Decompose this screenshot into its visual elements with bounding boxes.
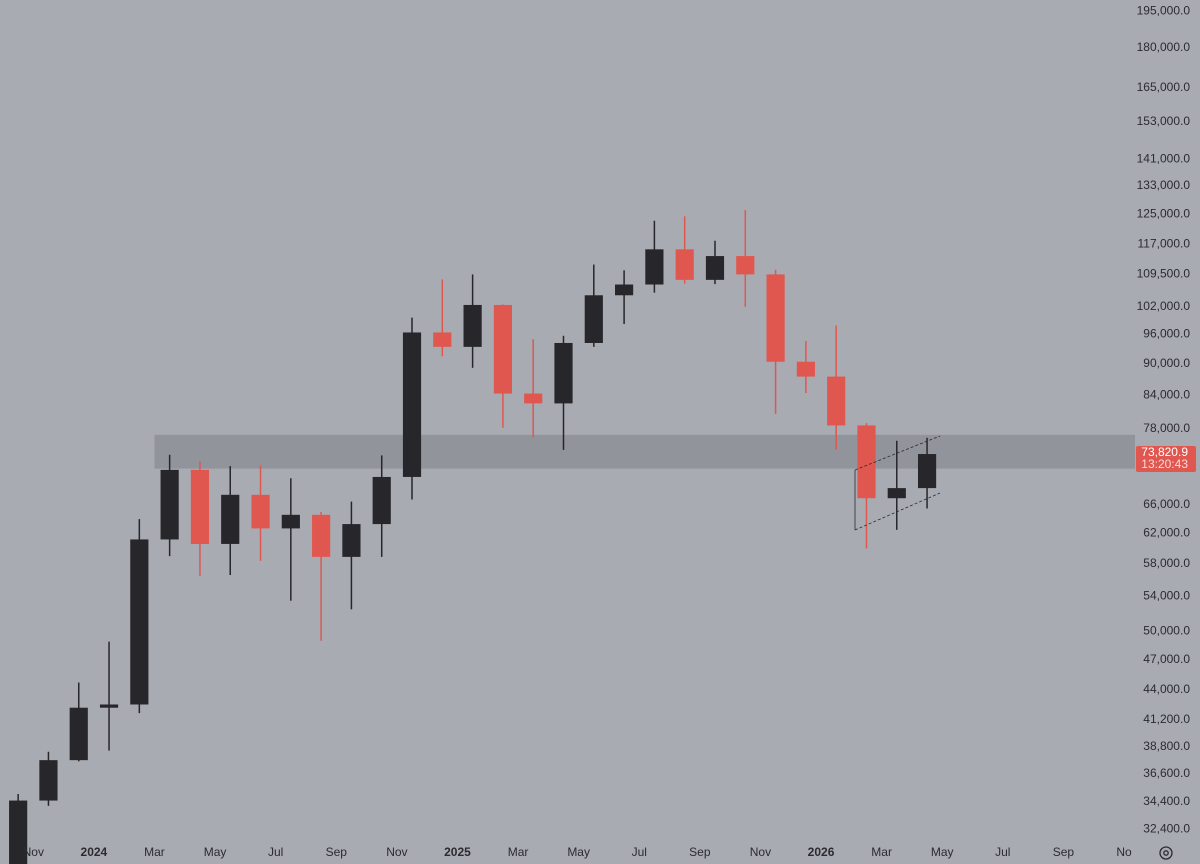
countdown-label: 13:20:43 [1141, 457, 1188, 471]
x-tick-label: May [931, 845, 954, 859]
candle-body [524, 393, 543, 404]
y-tick-label: 180,000.0 [1137, 40, 1191, 54]
candle-body [221, 494, 240, 544]
y-tick-label: 117,000.0 [1138, 236, 1191, 250]
y-tick-label: 195,000.0 [1137, 4, 1191, 18]
x-tick-label: Mar [508, 845, 529, 859]
settings-icon[interactable] [1159, 846, 1173, 860]
y-tick-label: 50,000.0 [1143, 624, 1190, 638]
y-tick-label: 84,000.0 [1143, 387, 1190, 401]
axes: 195,000.0 180,000.0 165,000.0 153,000.0 141,… [23, 4, 1196, 859]
x-tick-label: 2026 [808, 845, 835, 859]
candle-body [251, 494, 270, 529]
candle-body [645, 249, 664, 285]
candle-body [69, 707, 88, 761]
y-tick-label: 125,000.0 [1137, 206, 1191, 220]
candle-body [766, 274, 785, 362]
candle-body [736, 256, 755, 275]
candle-body [554, 342, 573, 404]
candle-body [160, 469, 179, 540]
y-tick-label: 36,600.0 [1143, 766, 1190, 780]
y-tick-label: 44,000.0 [1143, 682, 1190, 696]
candle-body [675, 249, 694, 280]
candle-body [402, 332, 422, 477]
candle-body [130, 539, 149, 705]
candle-body [493, 304, 512, 394]
x-tick-label: Mar [871, 845, 892, 859]
candle-body [705, 256, 725, 280]
candle-body [796, 361, 815, 377]
x-tick-label: May [567, 845, 590, 859]
y-tick-label: 141,000.0 [1137, 151, 1191, 165]
plot-area [9, 210, 1136, 864]
channel-line [854, 435, 941, 471]
price-tag-label: 73,820.9 [1141, 445, 1188, 459]
price-tag [1136, 446, 1196, 473]
x-tick-label: Nov [23, 845, 44, 859]
candle-body [342, 524, 361, 557]
candle-body [917, 454, 937, 489]
candle-body [372, 476, 391, 525]
y-tick-label: 38,800.0 [1143, 739, 1190, 753]
x-tick-label: Sep [326, 845, 348, 859]
candle-body [312, 514, 331, 557]
candle-body [615, 284, 634, 296]
candle-body [9, 800, 28, 864]
x-tick-label: Jul [632, 845, 647, 859]
x-tick-label: Mar [144, 845, 165, 859]
channel-line [854, 492, 941, 531]
x-tick-label: May [204, 845, 227, 859]
y-tick-label: 62,000.0 [1143, 526, 1190, 540]
x-tick-label: No [1116, 845, 1132, 859]
x-tick-label: 2025 [444, 845, 471, 859]
y-tick-label: 41,200.0 [1143, 712, 1190, 726]
y-tick-label: 66,000.0 [1143, 497, 1190, 511]
y-tick-label: 133,000.0 [1137, 178, 1191, 192]
candle-body [887, 488, 906, 499]
x-tick-label: Nov [750, 845, 771, 859]
x-tick-label: Sep [689, 845, 711, 859]
y-tick-label: 90,000.0 [1143, 356, 1190, 370]
candle-body [584, 295, 603, 343]
y-tick-label: 165,000.0 [1137, 80, 1191, 94]
y-tick-label: 54,000.0 [1143, 589, 1190, 603]
candle-body [39, 760, 58, 801]
candle-body [857, 425, 876, 499]
x-tick-label: Jul [268, 845, 283, 859]
y-tick-label: 47,000.0 [1143, 652, 1190, 666]
candle-body [433, 332, 452, 347]
y-tick-label: 153,000.0 [1137, 114, 1191, 128]
x-tick-label: Nov [386, 845, 407, 859]
candle-body [281, 514, 300, 529]
y-tick-label: 34,400.0 [1143, 794, 1190, 808]
x-tick-label: Jul [995, 845, 1010, 859]
y-tick-label: 102,000.0 [1137, 299, 1191, 313]
zone [154, 434, 1136, 469]
candle-body [827, 376, 846, 426]
y-tick-label: 96,000.0 [1143, 327, 1190, 341]
y-tick-label: 32,400.0 [1143, 821, 1190, 835]
x-tick-label: Sep [1053, 845, 1075, 859]
candle-body [463, 304, 482, 347]
y-tick-label: 109,500.0 [1137, 267, 1191, 281]
x-tick-label: 2024 [81, 845, 108, 859]
y-tick-label: 78,000.0 [1143, 421, 1190, 435]
y-tick-label: 58,000.0 [1143, 556, 1190, 570]
candle-body [99, 704, 119, 708]
candle-body [190, 469, 210, 544]
